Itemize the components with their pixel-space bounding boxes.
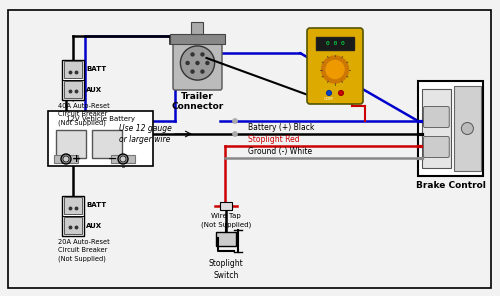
Bar	[316, 37, 354, 50]
Circle shape	[191, 70, 194, 73]
Circle shape	[61, 154, 71, 164]
Text: Wire Tap
(Not Supplied): Wire Tap (Not Supplied)	[201, 213, 251, 228]
Text: COM: COM	[324, 97, 334, 101]
Text: 0 0 0: 0 0 0	[326, 41, 344, 46]
Circle shape	[120, 156, 126, 162]
Bar	[48, 111, 153, 166]
Bar	[54, 155, 78, 163]
Bar	[64, 197, 82, 214]
Bar	[111, 155, 135, 163]
Bar	[92, 130, 122, 158]
Text: Brake Control: Brake Control	[416, 181, 486, 190]
Text: Stoplight
Switch: Stoplight Switch	[208, 259, 244, 280]
Text: 20A Auto-Reset
Circuit Breaker
(Not Supplied): 20A Auto-Reset Circuit Breaker (Not Supp…	[58, 239, 110, 261]
Bar	[216, 232, 236, 246]
Circle shape	[201, 53, 204, 56]
Circle shape	[63, 156, 69, 162]
Circle shape	[206, 62, 209, 65]
Text: −: −	[108, 154, 118, 164]
Text: Use 12 gauge
or larger wire: Use 12 gauge or larger wire	[118, 124, 172, 144]
Text: BATT: BATT	[86, 202, 106, 208]
FancyBboxPatch shape	[424, 136, 449, 157]
Bar	[454, 86, 481, 171]
Bar	[418, 81, 483, 176]
Circle shape	[201, 70, 204, 73]
Text: Stoplight Red: Stoplight Red	[248, 135, 300, 144]
Circle shape	[191, 53, 194, 56]
Bar	[422, 89, 451, 168]
Bar	[64, 81, 82, 98]
Bar	[56, 130, 86, 158]
Circle shape	[232, 131, 237, 136]
Bar	[64, 217, 82, 234]
FancyBboxPatch shape	[307, 28, 363, 104]
Bar	[170, 34, 225, 44]
Circle shape	[196, 62, 199, 65]
Circle shape	[186, 62, 189, 65]
Circle shape	[322, 56, 348, 83]
FancyBboxPatch shape	[424, 107, 449, 128]
Circle shape	[180, 46, 214, 80]
Circle shape	[232, 118, 237, 123]
Circle shape	[462, 123, 473, 134]
Bar	[62, 196, 84, 236]
Circle shape	[118, 154, 128, 164]
Bar	[62, 60, 84, 100]
Circle shape	[326, 91, 332, 96]
Text: AUX: AUX	[86, 223, 102, 229]
Circle shape	[326, 60, 344, 78]
Text: Battery (+) Black: Battery (+) Black	[248, 123, 314, 132]
Text: 40A Auto-Reset
Circuit Breaker
(Not Supplied): 40A Auto-Reset Circuit Breaker (Not Supp…	[58, 103, 110, 126]
FancyBboxPatch shape	[173, 36, 222, 90]
Text: AUX: AUX	[86, 87, 102, 93]
Text: 12V Vehicle Battery: 12V Vehicle Battery	[66, 116, 135, 122]
Bar	[220, 202, 232, 210]
Bar	[64, 61, 82, 78]
Circle shape	[338, 91, 344, 96]
Text: BATT: BATT	[86, 66, 106, 72]
Text: +: +	[72, 154, 80, 164]
Text: Trailer
Connector: Trailer Connector	[172, 92, 224, 111]
Bar	[191, 22, 203, 34]
Text: Ground (-) White: Ground (-) White	[248, 147, 312, 156]
